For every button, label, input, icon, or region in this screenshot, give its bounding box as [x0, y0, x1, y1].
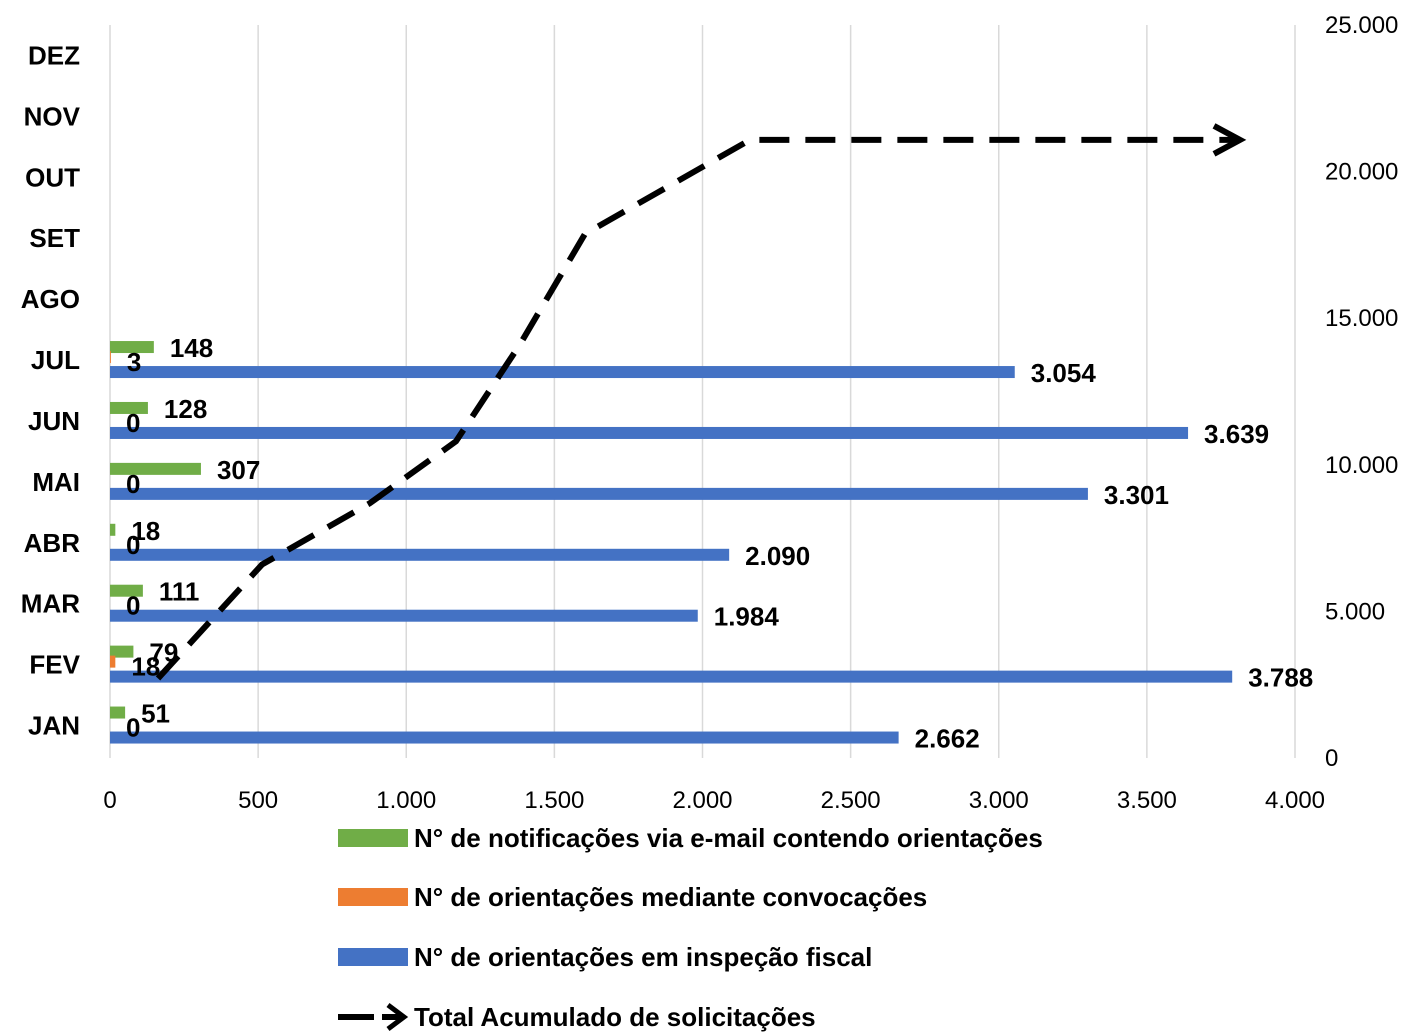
data-label: 51 — [141, 699, 170, 729]
cumulative-line-path — [155, 136, 1240, 681]
y2-tick-label: 5.000 — [1325, 598, 1385, 625]
bar-jul-series2 — [110, 351, 111, 364]
y2-tick-label: 25.000 — [1325, 12, 1398, 39]
bar-mar-series1 — [110, 584, 143, 597]
bar-jan-series3 — [110, 731, 899, 744]
bar-abr-series1 — [110, 523, 116, 536]
legend-label: N° de notificações via e-mail contendo o… — [414, 823, 1043, 853]
data-label: 3.788 — [1248, 663, 1313, 693]
y2-tick-label: 20.000 — [1325, 159, 1398, 186]
category-label: NOV — [24, 101, 81, 131]
gridlines — [109, 25, 1296, 758]
bar-fev-series1 — [110, 645, 134, 658]
line-arrowhead — [1212, 123, 1247, 157]
category-label: JUN — [28, 406, 80, 436]
legend-label: N° de orientações em inspeção fiscal — [414, 942, 872, 972]
category-label: MAR — [21, 589, 80, 619]
legend: N° de notificações via e-mail contendo o… — [338, 823, 1043, 1032]
category-label: SET — [29, 223, 80, 253]
x-axis-tick-labels: 0 500 1.000 1.500 2.000 2.500 3.000 3.500 4.000 — [103, 787, 1325, 814]
data-label: 3.639 — [1204, 419, 1269, 449]
data-label: 2.662 — [915, 724, 980, 754]
bar-jan-series1 — [110, 706, 126, 719]
data-label: 3.301 — [1104, 480, 1169, 510]
data-label: 18 — [131, 652, 160, 682]
cumulative-line — [155, 123, 1247, 681]
data-label: 148 — [170, 333, 213, 363]
bar-abr-series3 — [110, 548, 730, 561]
bar-jul-series3 — [110, 366, 1015, 379]
data-label: 0 — [126, 408, 140, 438]
bar-mar-series3 — [110, 609, 698, 622]
data-label: 1.984 — [714, 602, 780, 632]
data-label: 2.090 — [745, 541, 810, 571]
x-tick-label: 2.000 — [672, 787, 732, 814]
category-axis-labels: JAN FEV MAR ABR MAI JUN JUL AGO SET OUT NOV DEZ — [21, 40, 81, 740]
data-label: 128 — [164, 394, 207, 424]
y2-tick-label: 10.000 — [1325, 452, 1398, 479]
x-tick-label: 1.000 — [376, 787, 436, 814]
data-label: 0 — [126, 469, 140, 499]
bar-jun-series1 — [110, 401, 148, 414]
x-tick-label: 0 — [103, 787, 116, 814]
data-label: 0 — [126, 713, 140, 743]
legend-label: N° de orientações mediante convocações — [414, 882, 927, 912]
bar-fev-series2 — [110, 655, 116, 668]
legend-label: Total Acumulado de solicitações — [414, 1002, 816, 1032]
secondary-axis-tick-labels: 0 5.000 10.000 15.000 20.000 25.000 — [1325, 12, 1398, 772]
category-label: OUT — [25, 162, 80, 192]
legend-swatch-series3 — [338, 948, 408, 966]
data-label: 18 — [131, 516, 160, 546]
bar-labels: 517911118307128148018000032.6623.7881.98… — [126, 333, 1313, 754]
data-label: 111 — [159, 577, 200, 607]
data-label: 307 — [217, 455, 260, 485]
y2-tick-label: 0 — [1325, 745, 1338, 772]
bar-jun-series3 — [110, 426, 1189, 439]
x-tick-label: 500 — [238, 787, 278, 814]
bar-jul-series1 — [110, 341, 154, 354]
category-label: FEV — [29, 650, 80, 680]
category-label: MAI — [32, 467, 80, 497]
bar-mai-series1 — [110, 462, 201, 475]
bar-fev-series3 — [110, 670, 1233, 683]
category-label: AGO — [21, 284, 80, 314]
category-label: DEZ — [28, 40, 80, 70]
x-tick-label: 2.500 — [821, 787, 881, 814]
x-tick-label: 3.500 — [1117, 787, 1177, 814]
data-label: 3 — [127, 347, 141, 377]
data-label: 0 — [126, 530, 140, 560]
x-tick-label: 4.000 — [1265, 787, 1325, 814]
legend-swatch-series1 — [338, 829, 408, 847]
legend-line-arrowhead — [386, 1003, 409, 1031]
data-label: 3.054 — [1031, 358, 1097, 388]
category-label: JAN — [28, 711, 80, 741]
category-label: ABR — [24, 528, 81, 558]
x-tick-label: 3.000 — [969, 787, 1029, 814]
legend-swatch-series2 — [338, 888, 408, 906]
bar-mai-series3 — [110, 487, 1088, 500]
category-label: JUL — [31, 345, 80, 375]
data-label: 0 — [126, 591, 140, 621]
x-tick-label: 1.500 — [524, 787, 584, 814]
y2-tick-label: 15.000 — [1325, 305, 1398, 332]
bars — [110, 341, 1233, 744]
